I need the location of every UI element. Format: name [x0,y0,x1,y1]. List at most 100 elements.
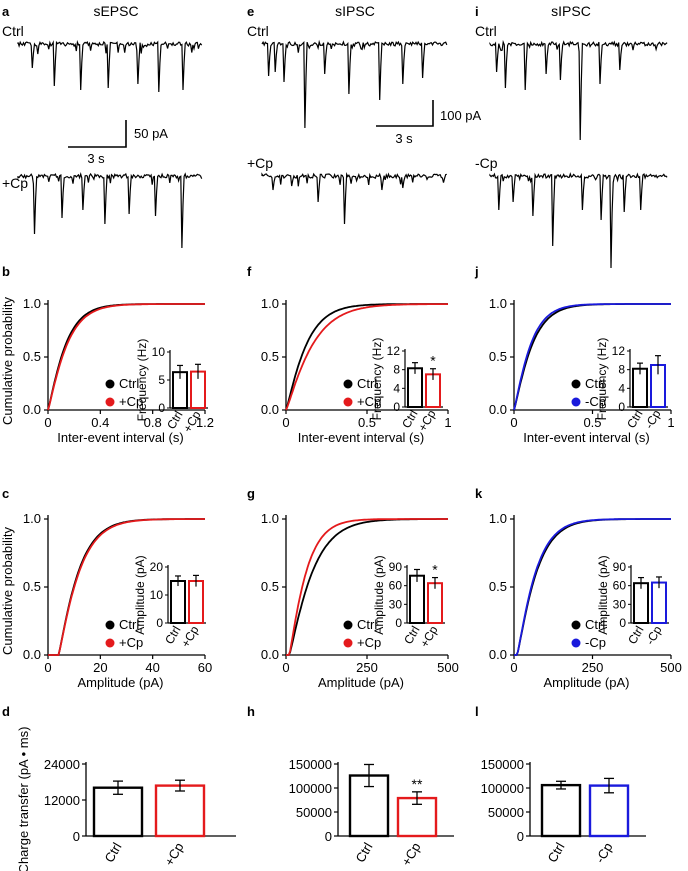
xtick-label-k-1: 250 [582,660,604,675]
ytick-label-b-1: 0.5 [23,349,41,364]
inset-ytick-label-k-3: 90 [613,560,627,574]
xtick-label-l-1: -Cp [592,840,615,866]
legend-label-c-0: Ctrl [119,617,139,632]
legend-label-g-1: +Cp [357,635,381,650]
trace-e-ctrl [261,39,448,129]
xtick-label-k-0: 0 [510,660,517,675]
ytick-label-g-1: 0.5 [261,579,279,594]
scale-bar-e: 3 s 100 pA [376,100,482,146]
ylabel-b: Cumulative probability [0,297,15,425]
inset-ytick-label-b-0: 0 [158,401,165,415]
inset-bar-j-0 [632,367,648,409]
legend-marker-f-0 [343,379,353,389]
inset-xtick-label-g-1: +Cp [417,623,440,650]
legend-marker-f-1 [343,397,353,407]
xtick-label-d-1: +Cp [161,840,186,868]
panel-b: 0.0 0.5 1.0 0 0.4 0.8 1.2 Inter-event interval … [0,296,214,445]
panel-letter-l: l [475,704,479,719]
inset-xtick-label-k-0: Ctrl [625,624,646,647]
panel-letter-g: g [247,486,255,501]
inset-bar-f-0 [407,367,423,408]
panel-letter-d: d [2,704,10,719]
cdf-line-b-1 [47,303,205,411]
bar-d-1 [154,784,206,838]
inset-ytick-label-g-1: 30 [389,597,403,611]
xtick-label-c-0: 0 [44,660,51,675]
ytick-label-f-0: 0.0 [261,402,279,417]
trace-i-nocp [489,172,668,269]
scale-time-a: 3 s [87,151,105,166]
ytick-label-d-0: 0 [73,829,80,844]
legend-marker-c-1 [105,638,115,648]
xtick-label-h-0: Ctrl [352,840,375,865]
trace-e-cp [261,171,447,225]
ytick-label-k-2: 1.0 [489,511,507,526]
scale-amp-e: 100 pA [440,108,482,123]
inset-ylabel-f: Frequency (Hz) [370,338,384,421]
xtick-label-b-2: 0.8 [144,415,162,430]
ytick-label-g-2: 1.0 [261,511,279,526]
inset-bar-c-0 [170,580,186,624]
xtick-label-g-1: 250 [356,660,378,675]
xtick-label-l-0: Ctrl [544,840,567,865]
panel-h: 0 50000 100000 150000 Ctrl +Cp ** [289,757,454,868]
inset-xtick-label-f-1: +Cp [415,407,438,434]
legend-label-b-0: Ctrl [119,376,139,391]
inset-ytick-label-j-0: 0 [618,400,625,414]
scale-amp-a: 50 pA [134,126,168,141]
legend-marker-c-0 [105,620,115,630]
scale-time-e: 3 s [395,131,413,146]
inset-bar-c-1 [188,580,204,624]
inset-ytick-label-b-2: 10 [152,345,166,359]
inset-bar-g-1 [427,582,443,625]
xlabel-k: Amplitude (pA) [544,675,630,690]
xlabel-f: Inter-event interval (s) [298,430,424,445]
ytick-label-j-2: 1.0 [489,296,507,311]
legend-label-k-1: -Cp [585,635,606,650]
inset-ytick-label-g-2: 60 [389,579,403,593]
legend-marker-k-0 [571,620,581,630]
xtick-label-c-1: 20 [93,660,107,675]
inset-bar-k-0 [633,582,649,625]
xtick-label-h-1: +Cp [398,840,423,868]
cdf-line-c-1 [48,518,205,656]
xtick-label-b-3: 1.2 [196,415,214,430]
xlabel-b: Inter-event interval (s) [57,430,183,445]
xtick-label-g-2: 500 [437,660,459,675]
xtick-label-b-1: 0.4 [91,415,109,430]
ytick-label-l-1: 50000 [488,805,524,820]
xlabel-j: Inter-event interval (s) [523,430,649,445]
inset-xtick-label-k-1: -Cp [643,623,665,647]
xlabel-c: Amplitude (pA) [78,675,164,690]
title-sepsc: sEPSC [93,3,138,19]
panel-f: 0.0 0.5 1.0 0 0.5 1 Inter-event interval (s) Ct… [261,296,452,445]
panel-letter-c: c [2,486,9,501]
panel-c: 0.0 0.5 1.0 0 20 40 60 Amplitude (pA) Cumulative… [0,511,212,690]
cdf-line-k-1 [514,518,671,656]
xlabel-g: Amplitude (pA) [318,675,404,690]
inset-xtick-label-j-1: -Cp [642,407,664,431]
trace-a-ctrl [17,39,203,93]
legend-marker-g-1 [343,638,353,648]
xtick-label-k-2: 500 [660,660,682,675]
panel-letter-e: e [247,4,254,19]
ytick-label-f-1: 0.5 [261,349,279,364]
inset-ylabel-j: Frequency (Hz) [595,338,609,421]
ytick-label-l-3: 150000 [481,757,524,772]
panel-letter-j: j [474,264,479,279]
legend-marker-j-0 [571,379,581,389]
inset-sig-f: * [430,353,436,369]
panel-letter-a: a [2,4,10,19]
title-sipsc-nocp: sIPSC [551,3,591,19]
inset-ytick-label-j-3: 12 [612,344,626,358]
panel-letter-f: f [247,264,252,279]
scale-bar-a: 3 s 50 pA [68,120,168,166]
xtick-label-f-0: 0 [282,415,289,430]
inset-ytick-label-k-0: 0 [619,616,626,630]
title-sipsc-cp: sIPSC [335,3,375,19]
chart-panels: 0.0 0.5 1.0 0 0.4 0.8 1.2 Inter-event interval … [0,296,682,871]
trace-i-ctrl [489,39,668,141]
trace-label-e-bottom: +Cp [247,155,273,171]
